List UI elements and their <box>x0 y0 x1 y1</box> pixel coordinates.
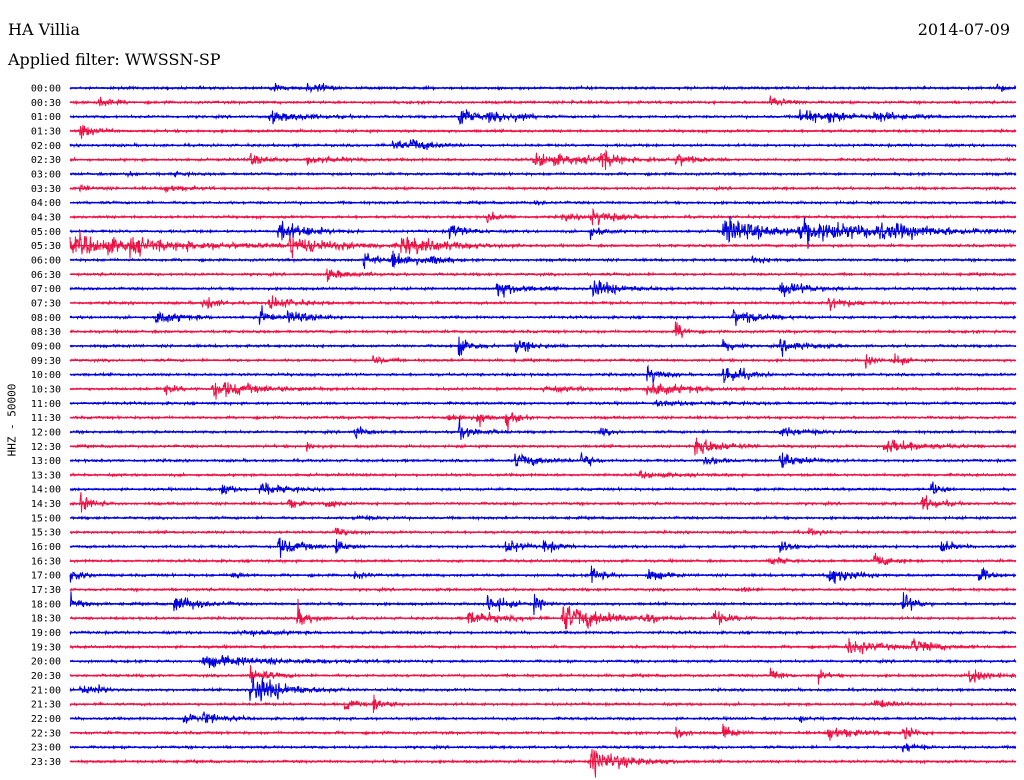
seismic-trace-row <box>69 124 1017 139</box>
row-time-label: 11:00 <box>31 399 61 410</box>
row-time-label: 10:30 <box>31 384 61 395</box>
seismic-trace-row <box>69 412 1017 432</box>
row-time-label: 01:00 <box>31 112 61 123</box>
row-time-label: 14:30 <box>31 499 61 510</box>
row-time-label: 20:30 <box>31 671 61 682</box>
row-time-label: 03:30 <box>31 184 61 195</box>
row-time-label: 05:30 <box>31 241 61 252</box>
filter-label: Applied filter: WWSSN-SP <box>8 50 221 69</box>
row-time-label: 14:00 <box>31 485 61 496</box>
seismic-trace-row <box>69 268 1017 282</box>
row-time-label: 23:00 <box>31 743 61 754</box>
seismic-trace-row <box>69 481 1017 495</box>
seismic-trace-row <box>69 94 1017 107</box>
row-time-label: 04:30 <box>31 212 61 223</box>
row-time-label: 03:00 <box>31 169 61 180</box>
row-time-label: 04:00 <box>31 198 61 209</box>
row-time-label: 21:30 <box>31 700 61 711</box>
seismic-trace-row <box>69 321 1017 339</box>
station-title: HA Villia <box>8 20 80 39</box>
row-time-label: 10:00 <box>31 370 61 381</box>
row-time-label: 18:30 <box>31 614 61 625</box>
row-time-label: 19:00 <box>31 628 61 639</box>
row-time-label: 02:30 <box>31 155 61 166</box>
row-time-label: 20:00 <box>31 657 61 668</box>
row-time-label: 12:00 <box>31 427 61 438</box>
seismic-trace-row <box>69 537 1017 558</box>
row-time-label: 16:00 <box>31 542 61 553</box>
row-time-label: 15:30 <box>31 528 61 539</box>
row-time-label: 00:30 <box>31 98 61 109</box>
row-time-label: 23:30 <box>31 757 61 768</box>
row-time-label: 18:00 <box>31 599 61 610</box>
seismic-trace-row <box>69 743 1017 753</box>
seismic-trace-row <box>69 628 1017 637</box>
seismic-trace-row <box>69 711 1017 724</box>
row-time-label: 06:00 <box>31 255 61 266</box>
seismic-trace-row <box>69 381 1017 400</box>
seismic-trace-row <box>69 305 1017 326</box>
seismic-trace-row <box>69 418 1017 441</box>
row-time-label: 13:30 <box>31 470 61 481</box>
row-time-label: 12:30 <box>31 442 61 453</box>
seismic-trace-row <box>69 748 1017 778</box>
row-time-label: 17:30 <box>31 585 61 596</box>
row-time-label: 07:30 <box>31 298 61 309</box>
row-time-label: 02:00 <box>31 141 61 152</box>
row-time-label: 11:30 <box>31 413 61 424</box>
row-time-label: 22:00 <box>31 714 61 725</box>
row-time-label: 08:30 <box>31 327 61 338</box>
row-time-label: 05:00 <box>31 227 61 238</box>
seismic-trace-row <box>69 492 1017 513</box>
row-time-label: 17:00 <box>31 571 61 582</box>
row-time-label: 21:00 <box>31 685 61 696</box>
row-time-label: 09:30 <box>31 356 61 367</box>
row-time-label: 06:30 <box>31 270 61 281</box>
row-time-label: 01:30 <box>31 126 61 137</box>
row-time-label: 13:00 <box>31 456 61 467</box>
row-time-label: 15:00 <box>31 513 61 524</box>
seismic-trace-row <box>69 552 1017 566</box>
date-label: 2014-07-09 <box>917 20 1010 39</box>
seismic-trace-row <box>69 149 1017 170</box>
row-time-label: 19:30 <box>31 642 61 653</box>
row-time-label: 00:00 <box>31 84 61 95</box>
seismic-trace-row <box>69 336 1017 357</box>
row-time-label: 22:30 <box>31 728 61 739</box>
row-time-label: 16:30 <box>31 556 61 567</box>
row-time-label: 08:00 <box>31 313 61 324</box>
row-time-label: 07:00 <box>31 284 61 295</box>
row-time-label: 09:00 <box>31 341 61 352</box>
